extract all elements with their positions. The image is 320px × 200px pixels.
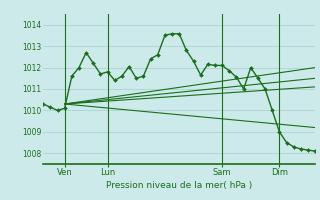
X-axis label: Pression niveau de la mer( hPa ): Pression niveau de la mer( hPa ) — [106, 181, 252, 190]
